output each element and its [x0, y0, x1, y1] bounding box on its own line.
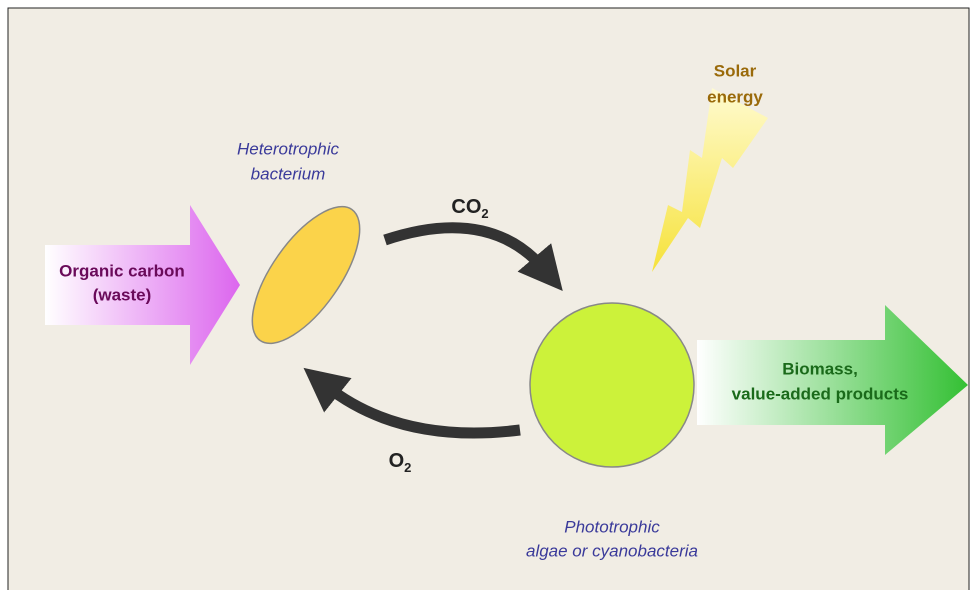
phototroph-label: Phototrophic	[564, 517, 660, 536]
output-label: value-added products	[732, 384, 909, 403]
lightning	[652, 88, 768, 272]
bacterium	[251, 205, 361, 345]
input-arrow	[45, 205, 240, 365]
phototroph	[529, 302, 695, 468]
output-arrow	[697, 305, 968, 455]
co2-arrow	[383, 222, 563, 291]
solar-label: energy	[707, 87, 763, 106]
o2-arrow	[303, 367, 521, 439]
o2-label: O2	[389, 450, 412, 475]
input-label: Organic carbon	[59, 261, 185, 280]
output-label: Biomass,	[782, 359, 858, 378]
co2-label: CO2	[451, 196, 488, 221]
phototroph-label: algae or cyanobacteria	[526, 541, 698, 560]
input-label: (waste)	[93, 285, 152, 304]
bacterium-label: Heterotrophic	[237, 139, 340, 158]
bacterium-label: bacterium	[251, 164, 326, 183]
solar-label: Solar	[714, 61, 757, 80]
